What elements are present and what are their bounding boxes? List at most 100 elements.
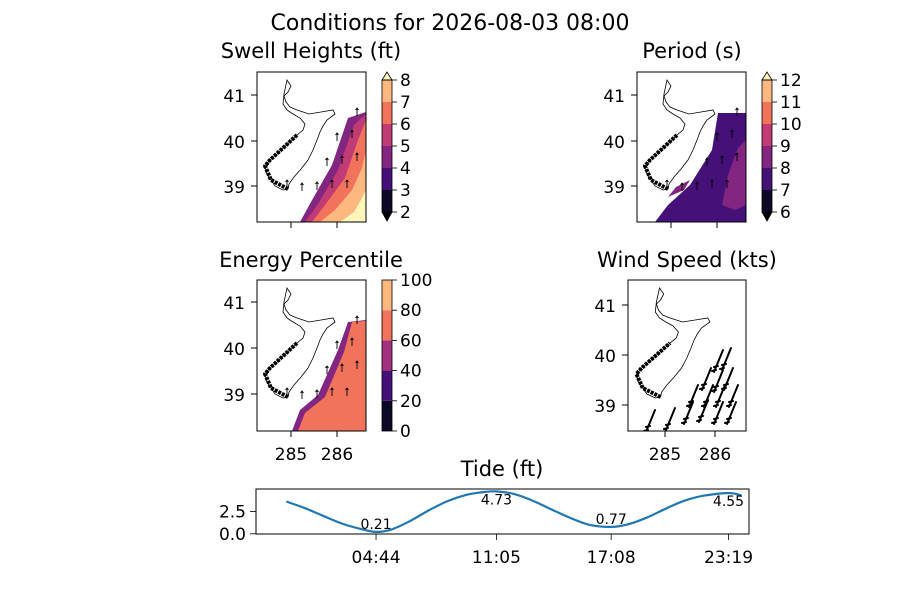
wind-barb	[643, 409, 656, 431]
swell-colorbar-tick-label: 8	[400, 71, 411, 91]
period-title: Period (s)	[642, 39, 741, 63]
wind-barb	[711, 349, 724, 373]
period-yaxis: 41 40 39	[603, 87, 637, 198]
swell-yaxis: 41 40 39	[223, 87, 257, 198]
direction-arrow	[315, 181, 319, 190]
energy-colorbar-tick-label: 40	[400, 362, 422, 382]
direction-arrow	[735, 107, 739, 116]
period-ytick-label: 40	[603, 133, 625, 153]
figure-suptitle: Conditions for 2026-08-03 08:00	[271, 11, 630, 36]
swell-ytick-label: 40	[223, 133, 245, 153]
period-colorbar-tick-label: 11	[780, 93, 802, 113]
swell-coastline	[264, 78, 336, 191]
direction-arrow	[340, 155, 344, 164]
period-ytick-label: 39	[603, 178, 625, 198]
tide-xaxis: 04:44 11:05 17:08 23:19	[352, 534, 753, 568]
wind-title: Wind Speed (kts)	[597, 248, 777, 272]
direction-arrow	[335, 340, 339, 349]
swell-direction-arrows	[285, 107, 359, 191]
period-axes-frame	[636, 71, 747, 223]
energy-xtick-label: 286	[321, 445, 353, 465]
direction-arrow	[735, 152, 739, 161]
energy-colorbar: 0 20 40 60 80 100	[381, 271, 432, 442]
period-colorbar-tick-label: 6	[780, 203, 791, 223]
wind-barb	[713, 384, 726, 408]
swell-colorbar-segment	[382, 124, 392, 146]
wind-ytick-label: 41	[594, 297, 616, 317]
wind-panel: Wind Speed (kts) 41 40 39 285 286	[594, 248, 776, 465]
energy-colorbar-tick-label: 0	[400, 422, 411, 442]
energy-colorbar-tick-label: 100	[400, 271, 432, 291]
period-band-7-8	[655, 113, 746, 222]
direction-arrow	[345, 387, 349, 396]
wind-barb	[719, 347, 732, 371]
tide-extreme-label: 0.77	[596, 512, 627, 528]
period-colorbar-extend-max	[761, 71, 773, 81]
energy-xtick-label: 285	[275, 445, 307, 465]
energy-colorbar-tick-label: 60	[400, 331, 422, 351]
direction-arrow	[325, 157, 329, 166]
swell-colorbar-segment	[382, 80, 392, 102]
period-colorbar-segment	[762, 102, 772, 124]
direction-arrow	[355, 315, 359, 324]
tide-title: Tide (ft)	[460, 457, 544, 481]
tide-xtick-label: 04:44	[352, 548, 401, 568]
period-colorbar-tick-label: 9	[780, 137, 791, 157]
tide-ytick-label: 0.0	[219, 525, 246, 545]
wind-xaxis: 285 286	[649, 431, 731, 465]
period-colorbar-tick-label: 7	[780, 181, 791, 201]
wind-barb	[696, 399, 709, 423]
period-coastline-mask	[645, 80, 715, 190]
tide-series-line	[285, 490, 742, 534]
swell-colorbar-segment	[382, 146, 392, 168]
direction-arrow	[345, 179, 349, 188]
direction-arrow	[350, 337, 354, 346]
energy-field	[263, 286, 366, 431]
wind-shoreline	[634, 341, 672, 399]
wind-ytick-label: 39	[594, 397, 616, 417]
period-colorbar-tick-label: 10	[780, 115, 802, 135]
energy-colorbar-frame	[381, 279, 393, 432]
wind-barb	[663, 407, 676, 431]
energy-shoreline	[263, 341, 299, 399]
swell-colorbar-tick-label: 3	[400, 181, 411, 201]
wind-field	[634, 287, 739, 431]
swell-band-7	[320, 150, 366, 222]
direction-arrow	[330, 387, 334, 396]
period-ytick-label: 41	[603, 87, 625, 107]
direction-arrow	[325, 365, 329, 374]
tide-extreme-label: 4.55	[713, 494, 744, 510]
period-colorbar-tick-label: 12	[780, 71, 802, 91]
swell-colorbar-tick-label: 2	[400, 203, 411, 223]
period-colorbar-extend-min	[761, 211, 773, 222]
energy-coastline-mask	[265, 288, 335, 398]
direction-arrow	[340, 363, 344, 372]
direction-arrow	[705, 157, 709, 166]
direction-arrow	[350, 129, 354, 138]
direction-arrow	[680, 182, 684, 191]
period-field	[643, 78, 746, 222]
tide-panel: Tide (ft) 0.214.730.774.55 0.02.5 04:44 1…	[219, 457, 753, 568]
swell-band-8	[340, 190, 366, 222]
period-colorbar-segment	[762, 190, 772, 212]
wind-barb	[724, 401, 737, 425]
tide-xtick-label: 17:08	[587, 548, 636, 568]
period-direction-arrows	[665, 107, 739, 191]
swell-colorbar-extend-max	[381, 71, 393, 81]
direction-arrow	[730, 129, 734, 138]
swell-colorbar-tick-label: 6	[400, 115, 411, 135]
direction-arrow	[300, 182, 304, 191]
energy-band-60-80	[298, 321, 366, 431]
direction-arrow	[330, 179, 334, 188]
swell-colorbar-tick-label: 4	[400, 159, 411, 179]
energy-ytick-label: 41	[223, 294, 245, 314]
energy-axes-frame	[256, 279, 367, 432]
swell-axes-frame	[256, 71, 367, 223]
swell-colorbar-tick-label: 5	[400, 137, 411, 157]
energy-colorbar-segment	[382, 370, 392, 401]
swell-colorbar-tick-label: 7	[400, 93, 411, 113]
energy-colorbar-segment	[382, 340, 392, 371]
period-colorbar-segment	[762, 80, 772, 102]
